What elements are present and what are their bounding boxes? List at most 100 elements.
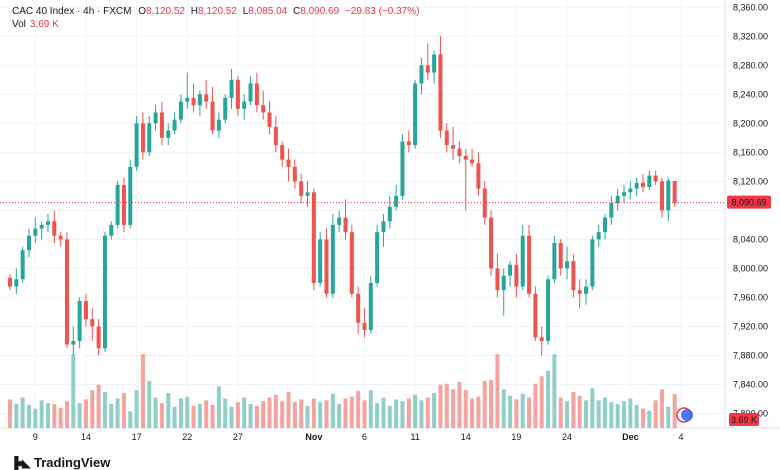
volume-bar [622, 401, 627, 428]
candle [223, 94, 228, 124]
candle [641, 174, 645, 193]
volume-bar [261, 401, 266, 428]
candle-body [533, 293, 538, 338]
candle [527, 224, 532, 298]
volume-bar [565, 401, 570, 428]
candle-body [425, 65, 430, 73]
candle-body [235, 79, 240, 109]
candle-body [343, 217, 348, 233]
volume-bar [90, 390, 95, 428]
volume-bar [324, 400, 329, 428]
volume-bar [596, 400, 601, 428]
candle-body [546, 279, 551, 341]
volume-bar [463, 390, 468, 428]
price-axis[interactable]: 8,360.00 8,320.00 8,280.00 8,240.00 8,200.00… [733, 2, 768, 418]
candle [647, 170, 652, 191]
candle-body [223, 97, 228, 120]
volume-bar [305, 405, 310, 428]
price-tick-label: 8,240.00 [733, 89, 768, 99]
volume-bar [527, 397, 532, 428]
candle-body [463, 155, 468, 160]
candle [394, 184, 399, 211]
volume-bar [235, 402, 240, 428]
candle-body [457, 148, 462, 156]
candle [634, 177, 639, 196]
candle-body [52, 221, 57, 236]
candle [311, 188, 316, 291]
candle [134, 116, 139, 171]
candle-body [394, 195, 399, 207]
price-tick-label: 8,120.00 [733, 176, 768, 186]
candle-body [672, 180, 677, 203]
volume-bar [109, 404, 114, 428]
candle [324, 228, 329, 298]
volume-bar [229, 406, 234, 428]
symbol-legend: CAC 40 Index · 4h · FXCM O8,120.52 H8,12… [12, 6, 419, 17]
candle [375, 224, 380, 287]
time-tick-label: 22 [182, 432, 192, 442]
candle-body [261, 105, 266, 113]
scroll-to-realtime-button[interactable] [676, 407, 693, 423]
candle-body [191, 97, 196, 106]
candle [102, 232, 107, 352]
volume-bar [659, 389, 664, 428]
volume-bar [33, 408, 38, 428]
candle-body [242, 101, 247, 109]
time-tick-label: Nov [305, 432, 322, 442]
candle [39, 221, 44, 240]
volume-bar [609, 402, 614, 428]
candle [615, 188, 620, 211]
time-axis[interactable]: 9 14 17 22 27 Nov 6 11 14 19 24 Dec 4 [33, 432, 684, 442]
candle [514, 253, 519, 298]
candle-body [406, 141, 411, 146]
volume-legend: Vol 3.69 K [12, 19, 59, 30]
volume-bar [147, 380, 152, 428]
volume-bar [451, 389, 456, 428]
change-value: −29.83 (−0.37%) [344, 6, 420, 17]
price-tick-label: 8,040.00 [733, 234, 768, 244]
candle [109, 221, 114, 240]
candle-body [77, 301, 82, 341]
volume-bar [394, 399, 399, 428]
volume-bar [444, 383, 449, 428]
candle-body [419, 65, 424, 84]
volume-bar [248, 404, 253, 428]
tradingview-logo[interactable]: ▐●◣ TradingView [10, 455, 110, 470]
volume-bar [539, 376, 544, 428]
candle [121, 177, 126, 233]
candle [337, 210, 342, 233]
candle-body [337, 217, 342, 225]
candle-body [273, 126, 278, 146]
candle-body [634, 182, 639, 189]
candle [115, 181, 120, 229]
candle [248, 76, 253, 106]
candle [254, 72, 259, 113]
volume-bar [672, 393, 677, 428]
candle [140, 112, 145, 160]
candle-body [229, 79, 234, 98]
candle [596, 224, 601, 247]
candle [261, 90, 266, 120]
symbol-title[interactable]: CAC 40 Index · 4h · FXCM [12, 6, 132, 17]
candle [96, 319, 101, 356]
candle [584, 279, 589, 305]
candle [489, 210, 494, 276]
close-value: 8,090.69 [300, 6, 340, 17]
volume-bar [39, 400, 44, 428]
tradingview-logo-text: TradingView [33, 455, 111, 470]
candle-body [596, 232, 601, 240]
candle-body [571, 261, 576, 291]
candle-body [134, 123, 139, 167]
volume-bar [71, 354, 76, 428]
candle [438, 36, 443, 138]
volume-bar [495, 354, 500, 428]
volume-bar [280, 401, 285, 428]
volume-bar [615, 404, 620, 428]
volume-bar [286, 392, 291, 428]
volume-bar [419, 400, 424, 428]
price-tick-label: 8,320.00 [733, 31, 768, 41]
candle-body [476, 163, 481, 189]
candle [305, 181, 310, 207]
candle [349, 224, 354, 298]
volume-bar [58, 407, 63, 428]
